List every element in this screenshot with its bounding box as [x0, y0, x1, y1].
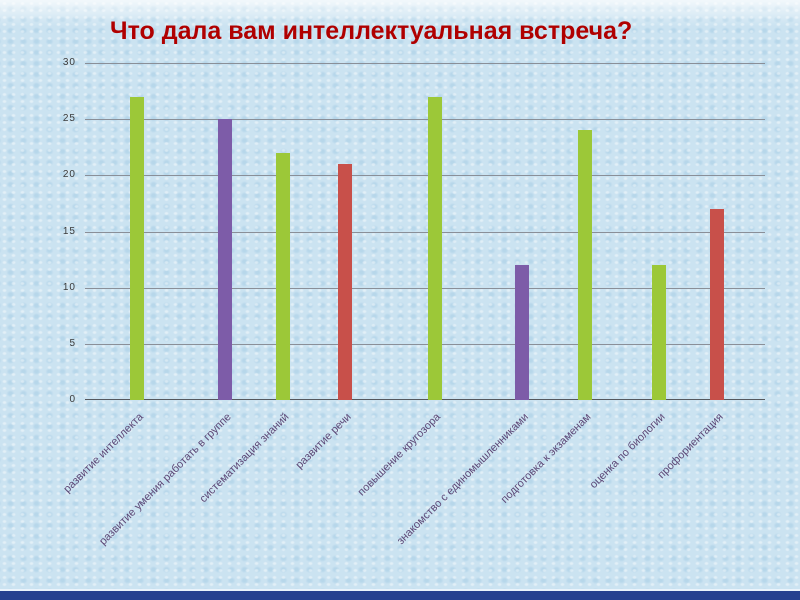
y-tick-label-25: 25: [62, 113, 76, 125]
bar-1: [130, 96, 144, 400]
plot-area: [85, 63, 765, 400]
y-tick-label-15: 15: [62, 225, 76, 237]
category-label-4: развитие речи: [293, 411, 354, 472]
gridline-5: [85, 343, 765, 345]
bar-8: [652, 265, 666, 400]
bottom-bar: [0, 589, 800, 600]
gridline-30: [85, 63, 765, 64]
x-axis-labels: развитие интеллекта развитие умения работ…: [61, 403, 765, 563]
gridline-10: [85, 287, 765, 289]
bar-5: [428, 96, 442, 400]
bar-7: [578, 130, 592, 400]
y-tick-label-10: 10: [62, 281, 76, 293]
y-axis-ticks: 0 5 10 15 20 25 30: [50, 57, 80, 405]
category-label-9: профориентация: [655, 411, 726, 482]
category-label-5: повышение кругозора: [356, 411, 444, 499]
y-tick-label-5: 5: [69, 337, 76, 349]
bar-6: [515, 265, 529, 400]
bar-9: [710, 209, 724, 400]
chart-title: Что дала вам интеллектуальная встреча?: [110, 17, 633, 45]
y-tick-label-30: 30: [62, 57, 76, 68]
bar-4: [338, 164, 352, 400]
category-label-1: развитие интеллекта: [61, 411, 146, 496]
gridline-15: [85, 231, 765, 233]
gridline-25: [85, 119, 765, 121]
gridline-0: [85, 399, 765, 400]
bar-2: [218, 119, 232, 400]
category-label-8: оценка по биологии: [587, 411, 668, 492]
gridline-20: [85, 175, 765, 177]
y-tick-label-0: 0: [69, 394, 76, 405]
y-tick-label-20: 20: [62, 169, 76, 181]
bar-3: [276, 152, 290, 400]
top-strip: [0, 0, 800, 26]
